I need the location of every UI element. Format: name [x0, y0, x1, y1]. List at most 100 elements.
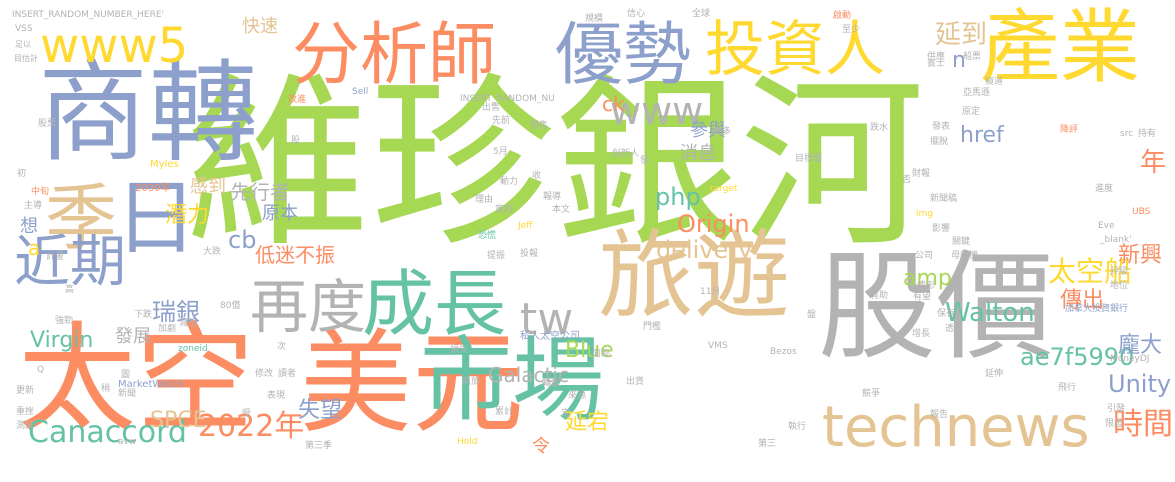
- word-34: 瑞銀: [152, 298, 200, 326]
- word-11: 成長: [362, 262, 507, 346]
- word-122: 降評: [1060, 125, 1079, 135]
- word-156: 來源: [568, 391, 587, 401]
- word-128: 持有: [1138, 129, 1157, 139]
- word-19: technews: [822, 395, 1090, 460]
- word-57: n: [952, 48, 966, 73]
- word-94: 動力: [500, 177, 519, 187]
- word-161: 面臨: [592, 349, 611, 359]
- word-97: 預售: [530, 121, 549, 131]
- word-116: 報告: [930, 410, 949, 420]
- word-43: 新興: [1118, 243, 1163, 268]
- word-100: 目標價: [795, 154, 823, 164]
- word-72: Eve: [1098, 221, 1115, 231]
- word-146: 計畫: [46, 252, 65, 262]
- word-121: 第三季: [305, 441, 333, 451]
- word-119: 執行: [788, 422, 807, 432]
- word-105: 公司: [915, 251, 934, 261]
- word-69: Jeff: [518, 221, 533, 231]
- word-40: 延宕: [565, 410, 610, 435]
- word-51: 感到: [190, 176, 226, 197]
- word-35: 延到: [935, 20, 988, 50]
- word-5: 旅遊: [598, 220, 790, 332]
- word-147: 中旬: [31, 187, 50, 197]
- word-120: 第三: [758, 439, 777, 449]
- word-61: Sell: [352, 87, 369, 97]
- word-157: 累計: [495, 407, 514, 417]
- word-81: 足以: [15, 40, 31, 49]
- word-169: 11月: [700, 287, 721, 297]
- word-152: 測試: [16, 421, 35, 431]
- word-36: 年: [1140, 148, 1167, 178]
- word-109: 有助: [870, 291, 889, 301]
- word-4: 商轉: [38, 49, 258, 177]
- word-112: 透露: [945, 324, 964, 334]
- word-102: 財報: [912, 169, 931, 179]
- word-163: 競爭: [862, 389, 881, 399]
- word-16: www5: [40, 18, 189, 74]
- word-88: 本文: [552, 205, 571, 215]
- word-125: 擺脫: [930, 137, 949, 147]
- word-126: 進度: [1095, 184, 1114, 194]
- word-150: 更新: [16, 386, 35, 396]
- word-144: 降至: [180, 319, 199, 329]
- word-30: amp: [903, 266, 952, 291]
- word-117: 引發: [1107, 404, 1126, 414]
- word-175: Q: [37, 365, 45, 375]
- word-149: 初: [17, 169, 27, 179]
- word-106: 母艦機: [951, 251, 979, 261]
- word-54: 想: [20, 216, 38, 237]
- word-142: 80億: [220, 301, 241, 311]
- word-173: 發: [640, 156, 650, 166]
- word-9: 優勢: [555, 16, 692, 95]
- word-39: 失望: [298, 398, 343, 423]
- word-17: www: [610, 89, 704, 133]
- word-79: VMS: [708, 341, 728, 351]
- word-12: 再度: [250, 273, 367, 341]
- word-172: 股: [291, 136, 301, 146]
- word-87: 第四: [495, 205, 514, 215]
- word-84: 改進: [288, 95, 307, 105]
- word-53: 發展: [115, 326, 151, 347]
- word-107: 評級: [1110, 267, 1129, 277]
- word-13: 日: [115, 171, 198, 266]
- word-103: 影響: [932, 224, 951, 234]
- word-158: 商旅: [462, 377, 481, 387]
- word-52: 快速: [242, 16, 278, 37]
- word-176: 否: [902, 175, 912, 185]
- word-159: 出貨: [626, 377, 645, 387]
- word-28: delivery: [656, 236, 753, 264]
- word-18: tw: [520, 294, 574, 345]
- word-153: 新聞: [118, 389, 137, 399]
- word-74: target: [710, 184, 738, 194]
- word-96: 創新人: [612, 149, 640, 159]
- word-44: 傳出: [1060, 288, 1105, 313]
- word-33: Virgin: [30, 328, 94, 353]
- word-47: 潛力: [165, 203, 210, 228]
- word-85: 先前: [492, 116, 511, 126]
- word-66: 加拿大投資銀行: [1065, 304, 1129, 314]
- word-115: 飛行: [1058, 383, 1077, 393]
- word-155: 表現: [267, 391, 286, 401]
- word-90: 恐慌: [478, 231, 497, 241]
- word-137: 全球: [692, 9, 711, 19]
- word-154: 修改: [255, 369, 274, 379]
- word-73: src: [1120, 129, 1134, 139]
- word-20: Canaccord: [28, 415, 187, 450]
- word-63: 2030年: [135, 183, 171, 194]
- word-177: 有望: [913, 292, 932, 302]
- word-160: 轉載: [542, 379, 561, 389]
- word-148: 主導: [24, 201, 43, 211]
- word-141: 下跌: [134, 310, 153, 320]
- word-62: Myles: [150, 159, 179, 170]
- word-76: zoneid: [178, 344, 208, 354]
- word-15: 近期: [14, 230, 126, 295]
- word-24: Unity: [1108, 370, 1172, 398]
- word-114: 延伸: [985, 369, 1004, 379]
- word-134: 啟動: [833, 11, 852, 21]
- word-131: 賓士: [927, 59, 946, 69]
- word-78: avw: [118, 437, 137, 447]
- word-165: 受: [242, 409, 252, 419]
- word-108: 地位: [1110, 281, 1129, 291]
- word-139: 高: [65, 285, 75, 295]
- word-7: 產業: [980, 1, 1140, 94]
